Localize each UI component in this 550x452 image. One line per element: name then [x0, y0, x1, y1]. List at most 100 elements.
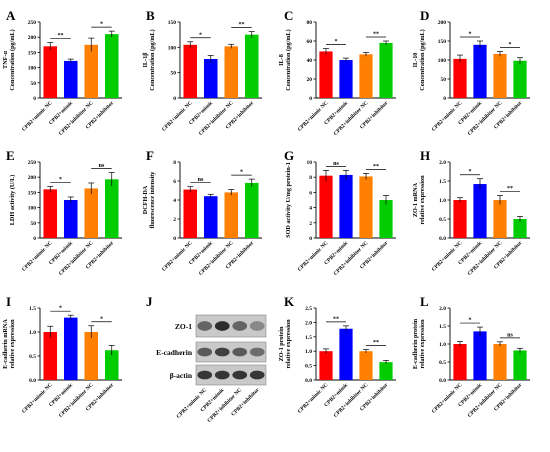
panel-d: D 0 50 100 150 200 IL-10 Concentration (pg/mL) C… [412, 8, 530, 137]
y-axis-label: Concentration (pg/mL) [419, 29, 426, 90]
y-tick-label: 0.5 [305, 364, 312, 370]
y-tick-label: 200 [28, 175, 37, 181]
significance-label: ns [507, 332, 513, 338]
panel-k: K 0.0 0.5 1.0 1.5 2.0 2.5 ZO-1 protein relative … [278, 294, 396, 419]
bar [203, 196, 218, 238]
y-tick-label: 0.5 [29, 354, 36, 360]
y-tick-label: 60 [307, 39, 313, 45]
blot-band [214, 370, 230, 380]
blot-strip [195, 341, 267, 363]
bar [183, 189, 198, 238]
bar [493, 200, 507, 238]
panel-g: G 0 2 4 6 8 10 SOD activity U/mg protein-1 CPB2+… [284, 148, 396, 277]
significance-label: ns [198, 177, 204, 183]
y-tick-label: 150 [28, 50, 37, 56]
category-label: CPB2+inhibitor NC [467, 100, 504, 137]
blot-band [232, 347, 248, 357]
y-tick-label: 8 [309, 175, 312, 181]
y-tick-label: 150 [438, 39, 447, 45]
y-tick-label: 80 [307, 20, 313, 26]
category-label: CPB2+inhibitor NC [467, 240, 504, 277]
blot-band [249, 370, 265, 380]
bar [43, 189, 58, 238]
y-tick-label: 2 [309, 221, 312, 227]
panel-letter: A [6, 8, 16, 23]
panel-b: B 0 50 100 150 IL-1β Concentration (pg/mL) CPB2… [142, 8, 262, 137]
bar [43, 46, 58, 98]
bar [43, 332, 58, 380]
y-tick-label: 2.0 [305, 320, 312, 326]
category-label: CPB2+inhibitor NC [333, 100, 370, 137]
bar [183, 44, 198, 98]
bar [224, 192, 239, 238]
panel-letter: G [284, 148, 294, 163]
y-axis-label: LDH activity (U/L) [9, 175, 16, 226]
panel-letter: D [420, 8, 429, 23]
significance-label: * [199, 32, 202, 38]
y-axis-label: IL-10 [412, 53, 419, 68]
y-tick-label: 100 [168, 45, 177, 51]
panel-c: C 0 20 40 60 80 IL-8 Concentration (pg/mL) CPB2+… [278, 8, 396, 137]
category-label: CPB2+mimic NC [431, 382, 464, 415]
bar [63, 60, 78, 98]
y-tick-label: 0.0 [29, 378, 36, 384]
y-axis-label: E-cadherin protein [412, 318, 419, 369]
y-tick-label: 0.5 [439, 217, 446, 223]
y-tick-label: 250 [28, 20, 37, 26]
panel-letter: K [284, 294, 295, 309]
y-tick-label: 0.5 [439, 360, 446, 366]
y-tick-label: 1.5 [439, 179, 446, 185]
bar [493, 53, 507, 98]
bar [319, 175, 333, 238]
panel-letter: H [420, 148, 430, 163]
panel-letter: E [6, 148, 15, 163]
significance-label: ns [333, 161, 339, 167]
y-tick-label: 1.5 [29, 306, 36, 312]
category-label: CPB2+mimic NC [431, 240, 464, 273]
y-tick-label: 50 [441, 77, 447, 83]
y-tick-label: 6 [173, 179, 176, 185]
bar [453, 344, 467, 380]
y-tick-label: 0.0 [305, 378, 312, 384]
y-tick-label: 100 [28, 206, 37, 212]
y-axis-label: IL-8 [278, 54, 285, 66]
category-label: CPB2+mimic NC [21, 240, 54, 273]
blot-row-label: β-actin [170, 371, 193, 380]
bar [453, 58, 467, 98]
bar [379, 42, 393, 98]
significance-label: ** [333, 316, 339, 322]
blot-band [214, 347, 230, 357]
y-tick-label: 1.5 [305, 335, 312, 341]
category-label: CPB2+mimic NC [21, 382, 54, 415]
bar [84, 44, 99, 98]
y-tick-label: 2.0 [439, 306, 446, 312]
category-label: CPB2+mimic NC [297, 240, 330, 273]
blot-lane-label: CPB2+mimic NC [176, 387, 209, 420]
y-tick-label: 1.0 [29, 330, 36, 336]
bar [339, 60, 353, 98]
y-tick-label: 4 [173, 198, 176, 204]
y-tick-label: 0.0 [439, 236, 446, 242]
bar [473, 184, 487, 238]
bar [513, 219, 527, 238]
y-tick-label: 2 [173, 217, 176, 223]
bar [473, 44, 487, 98]
bar [473, 331, 487, 380]
y-axis-label: DCFH-DA [142, 185, 149, 214]
significance-label: ** [507, 186, 513, 192]
y-axis-label: relative expression [419, 175, 426, 225]
bar [339, 328, 353, 380]
blot-band [249, 347, 265, 357]
y-axis-label: TNF-α [2, 51, 9, 69]
bar [63, 200, 78, 238]
y-tick-label: 8 [173, 160, 176, 166]
bar [244, 182, 259, 238]
y-tick-label: 0 [173, 236, 176, 242]
blot-row-label: ZO-1 [175, 322, 192, 331]
y-axis-label: ZO-1 protein [278, 326, 285, 361]
y-tick-label: 200 [28, 35, 37, 41]
bar [513, 60, 527, 98]
significance-label: * [59, 306, 62, 312]
bar [244, 34, 259, 98]
